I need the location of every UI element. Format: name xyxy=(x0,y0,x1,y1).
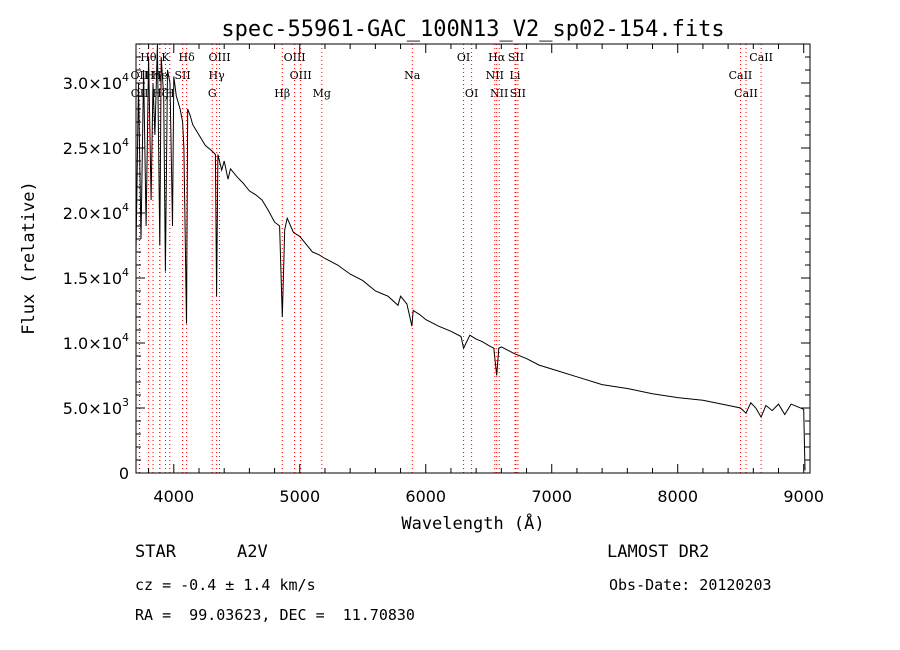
line-label: He xyxy=(152,69,168,82)
line-label: OIII xyxy=(208,51,230,64)
x-tick-label: 5000 xyxy=(279,487,320,506)
spectrum-line xyxy=(135,43,806,471)
y-tick-label: 2.5×104 xyxy=(63,136,129,158)
line-label: CaII xyxy=(729,69,753,82)
line-label: OIII xyxy=(290,69,312,82)
line-label: K xyxy=(161,51,170,64)
y-axis-label: Flux (relative) xyxy=(19,181,39,335)
y-tick-label: 2.0×104 xyxy=(63,201,129,223)
spectrum-chart: spec-55961-GAC_100N13_V2_sp02-154.fits H… xyxy=(19,17,824,534)
x-axis-label: Wavelength (Å) xyxy=(401,512,544,534)
line-label: Hδ xyxy=(179,51,196,64)
redshift-cz: cz = -0.4 ± 1.4 km/s xyxy=(135,576,316,594)
line-label: SII xyxy=(510,87,526,100)
x-tick-label: 7000 xyxy=(531,487,572,506)
y-tick-label: 5.0×103 xyxy=(63,396,129,418)
y-tick-label: 3.0×104 xyxy=(63,71,129,93)
line-label: Li xyxy=(510,69,521,82)
y-tick-label: 1.0×104 xyxy=(63,331,129,353)
line-label: Na xyxy=(404,69,421,82)
line-label: CaII xyxy=(749,51,773,64)
line-label: Mg xyxy=(313,87,331,100)
x-axis: 4000 5000 6000 7000 8000 9000 xyxy=(148,44,824,506)
line-label: Hα xyxy=(488,51,506,64)
plot-frame xyxy=(135,43,811,474)
line-label: Hβ xyxy=(274,87,290,100)
coordinates: RA = 99.03623, DEC = 11.70830 xyxy=(135,606,415,624)
spectral-line-markers xyxy=(138,44,762,473)
chart-title: spec-55961-GAC_100N13_V2_sp02-154.fits xyxy=(221,17,724,42)
line-label: OIII xyxy=(284,51,306,64)
line-label: G xyxy=(208,87,217,100)
line-label: OII xyxy=(131,87,149,100)
line-label: NII xyxy=(490,87,508,100)
x-tick-label: 9000 xyxy=(783,487,824,506)
observation-date: Obs-Date: 20120203 xyxy=(609,576,772,594)
line-label: CaII xyxy=(734,87,758,100)
line-label: OI xyxy=(457,51,470,64)
y-axis: 0 5.0×103 1.0×104 1.5×104 2.0×104 2.5×104 3.0×… xyxy=(63,43,810,483)
object-class: STAR xyxy=(135,542,176,562)
object-subclass: A2V xyxy=(237,542,268,562)
survey-name: LAMOST DR2 xyxy=(607,542,710,562)
y-tick-label: 0 xyxy=(119,464,129,483)
y-tick-label: 1.5×104 xyxy=(63,266,129,288)
x-tick-label: 8000 xyxy=(657,487,698,506)
x-tick-label: 6000 xyxy=(405,487,446,506)
line-label: SII xyxy=(508,51,524,64)
line-label: OI xyxy=(465,87,478,100)
line-label: NII xyxy=(486,69,504,82)
line-label: Hγ xyxy=(209,69,226,82)
x-tick-label: 4000 xyxy=(153,487,194,506)
line-label: SII xyxy=(174,69,190,82)
